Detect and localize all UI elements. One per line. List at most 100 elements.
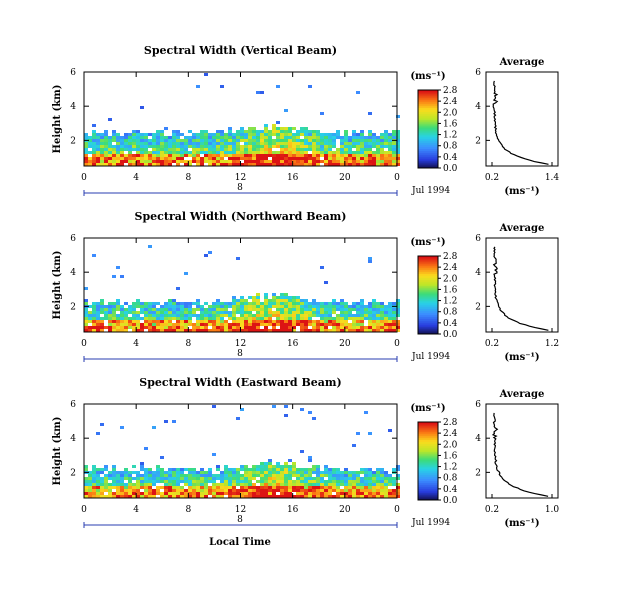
heatmap-cell [312, 486, 316, 489]
heatmap-cell [348, 163, 352, 166]
colorbar-band [418, 285, 438, 288]
colorbar-band [418, 113, 438, 116]
heatmap-cell [92, 489, 96, 492]
heatmap-cell [312, 142, 316, 145]
heatmap-cell [240, 468, 244, 471]
heatmap-cell [116, 154, 120, 157]
heatmap-cell [192, 157, 196, 160]
heatmap-cell [160, 480, 164, 483]
heatmap-cell [300, 492, 304, 495]
heatmap-cell [260, 314, 264, 317]
heatmap-cell [312, 495, 316, 498]
heatmap-cell [324, 281, 328, 284]
heatmap-cell [92, 329, 96, 332]
heatmap-cell [112, 483, 116, 486]
heatmap-cell [260, 145, 264, 148]
heatmap-cell [144, 486, 148, 489]
heatmap-cell [84, 477, 88, 480]
heatmap-cell [280, 305, 284, 308]
heatmap-cell [220, 163, 224, 166]
heatmap-cell [192, 326, 196, 329]
heatmap-cell [200, 492, 204, 495]
colorbar-band [418, 443, 438, 446]
heatmap-cell [268, 468, 272, 471]
heatmap-cell [220, 145, 224, 148]
heatmap-cell [100, 154, 104, 157]
heatmap-cell [368, 432, 372, 435]
heatmap-cell [92, 124, 96, 127]
heatmap-cell [232, 314, 236, 317]
heatmap-cell [172, 142, 176, 145]
heatmap-cell [168, 495, 172, 498]
heatmap-cell [284, 308, 288, 311]
heatmap-cell [212, 308, 216, 311]
heatmap-cell [92, 145, 96, 148]
heatmap-cell [372, 477, 376, 480]
heatmap-cell [184, 160, 188, 163]
heatmap-cell [344, 139, 348, 142]
heatmap-cell [352, 477, 356, 480]
heatmap-cell [184, 163, 188, 166]
heatmap-cell [160, 163, 164, 166]
heatmap-cell [264, 486, 268, 489]
heatmap-cell [268, 311, 272, 314]
heatmap-cell [160, 308, 164, 311]
colorbar-band [418, 482, 438, 485]
colorbar-band [418, 101, 438, 105]
heatmap-cell [380, 326, 384, 329]
heatmap-cell [296, 483, 300, 486]
heatmap-cell [388, 329, 392, 332]
heatmap-cell [360, 483, 364, 486]
heatmap-cell [380, 492, 384, 495]
heatmap-cell [380, 495, 384, 498]
heatmap-cell [156, 326, 160, 329]
heatmap-cell [168, 474, 172, 477]
heatmap-cell [200, 139, 204, 142]
heatmap-cell [296, 151, 300, 154]
y-tick-label: 4 [70, 434, 76, 444]
heatmap-cell [260, 160, 264, 163]
heatmap-cell [188, 474, 192, 477]
heatmap-cell [204, 314, 208, 317]
heatmap-cell [228, 154, 232, 157]
heatmap-cell [152, 311, 156, 314]
heatmap-cell [276, 474, 280, 477]
heatmap-cell [224, 148, 228, 151]
heatmap-cell [264, 157, 268, 160]
heatmap-cell [276, 151, 280, 154]
heatmap-cell [236, 130, 240, 133]
heatmap-cell [184, 136, 188, 139]
heatmap-cell [368, 302, 372, 305]
heatmap-cell [380, 142, 384, 145]
heatmap-cell [340, 477, 344, 480]
heatmap-cell [308, 495, 312, 498]
colorbar-band [418, 425, 438, 429]
heatmap-cell [292, 462, 296, 465]
heatmap-cell [124, 323, 128, 326]
heatmap-cell [288, 136, 292, 139]
heatmap-cell [268, 133, 272, 136]
heatmap-cell [120, 139, 124, 142]
heatmap-cell [296, 474, 300, 477]
heatmap-cell [216, 160, 220, 163]
heatmap-cell [188, 130, 192, 133]
heatmap-cell [320, 489, 324, 492]
heatmap-cell [368, 468, 372, 471]
heatmap-cell [260, 148, 264, 151]
heatmap-cell [164, 486, 168, 489]
panel-3-date-label: Jul 1994 [411, 518, 450, 528]
heatmap-cell [124, 133, 128, 136]
heatmap-cell [236, 154, 240, 157]
heatmap-cell [140, 465, 144, 468]
heatmap-cell [108, 163, 112, 166]
heatmap-cell [376, 308, 380, 311]
heatmap-cell [288, 326, 292, 329]
heatmap-cell [268, 299, 272, 302]
heatmap-cell [384, 489, 388, 492]
heatmap-cell [284, 305, 288, 308]
heatmap-cell [360, 154, 364, 157]
heatmap-cell [144, 157, 148, 160]
heatmap-cell [336, 486, 340, 489]
heatmap-cell [284, 154, 288, 157]
heatmap-cell [276, 480, 280, 483]
